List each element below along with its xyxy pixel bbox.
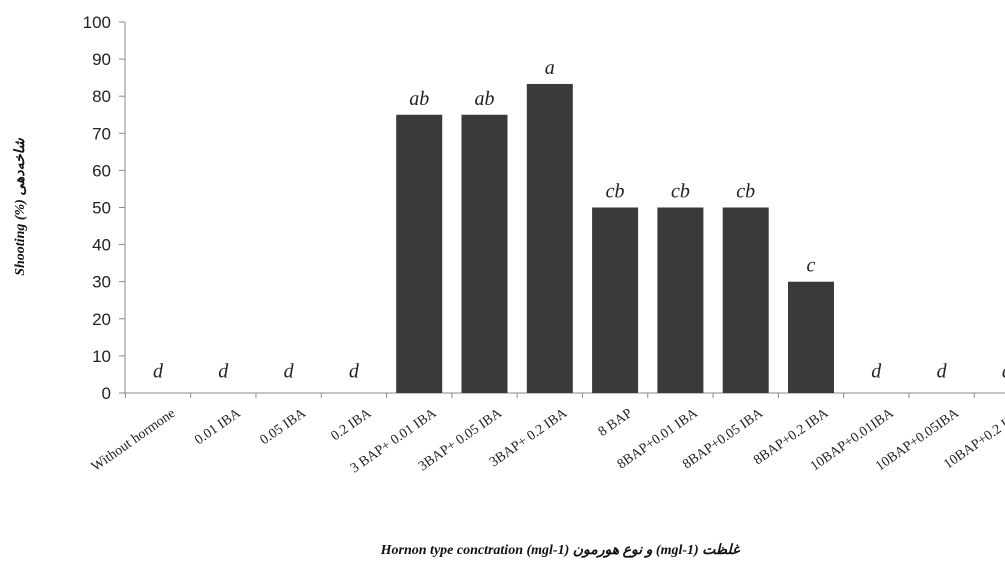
significance-letter: a <box>545 57 555 79</box>
bar <box>461 114 508 393</box>
bar <box>788 281 834 393</box>
y-axis-ticks: 0 10 20 30 40 50 60 70 80 90 100 <box>83 13 125 403</box>
y-tick-label: 100 <box>83 13 111 32</box>
significance-labels: d d d d ab ab a cb cb cb c d d d <box>153 57 1005 382</box>
category-label: 0.05 IBA <box>258 405 310 448</box>
y-axis-title: Shooting (%) شاخه‌دهی <box>13 137 28 276</box>
y-tick-label: 30 <box>92 273 111 292</box>
bars-group <box>124 83 975 398</box>
x-axis-title: Hornon type conctration (mgl-1) و نوع هو… <box>380 543 741 558</box>
significance-letter: cb <box>671 181 690 203</box>
significance-letter: d <box>937 360 948 382</box>
significance-letter: c <box>807 255 816 277</box>
y-tick-label: 10 <box>92 347 111 366</box>
category-label: 0.01 IBA <box>192 405 244 448</box>
bar <box>526 83 573 393</box>
y-tick-label: 70 <box>92 124 111 143</box>
category-labels: Without hormone 0.01 IBA 0.05 IBA 0.2 IBA3 … <box>89 405 1005 476</box>
significance-letter: d <box>218 360 229 382</box>
bar <box>722 207 769 393</box>
y-tick-label: 50 <box>92 199 111 218</box>
category-label: 8 BAP <box>596 406 636 440</box>
category-label: Without hormone <box>89 406 178 475</box>
category-label: 0.2 IBA <box>329 405 375 444</box>
significance-letter: cb <box>736 181 755 203</box>
significance-letter: ab <box>475 88 495 110</box>
y-tick-label: 20 <box>92 310 111 329</box>
significance-letter: d <box>1002 360 1005 382</box>
y-tick-label: 0 <box>102 384 111 403</box>
significance-letter: d <box>153 360 164 382</box>
significance-letter: d <box>349 360 360 382</box>
significance-letter: ab <box>409 88 429 110</box>
y-tick-label: 90 <box>92 50 111 69</box>
bar <box>396 114 443 393</box>
y-tick-label: 40 <box>92 236 111 255</box>
y-tick-label: 60 <box>92 161 111 180</box>
significance-letter: d <box>871 360 882 382</box>
significance-letter: d <box>284 360 295 382</box>
significance-letter: cb <box>606 181 625 203</box>
bar <box>592 207 639 393</box>
y-tick-label: 80 <box>92 87 111 106</box>
bar <box>657 207 704 393</box>
